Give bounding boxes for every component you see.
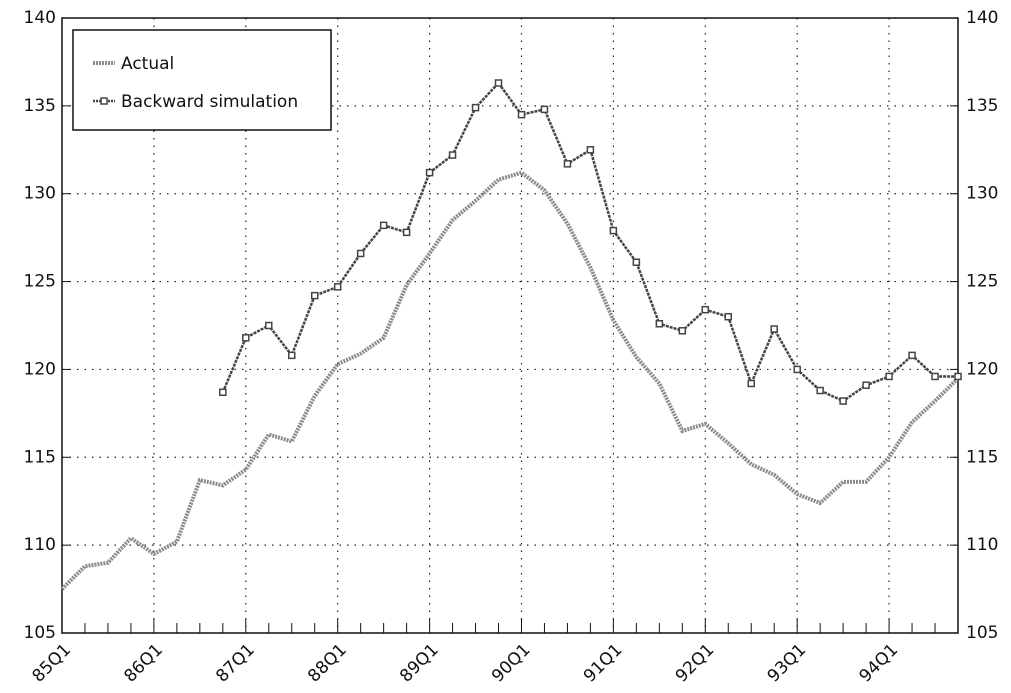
legend-label: Actual bbox=[121, 54, 174, 74]
point-marker bbox=[770, 325, 778, 333]
point-marker bbox=[494, 79, 503, 87]
legend-marker bbox=[100, 97, 108, 105]
x-tick-label: 87Q1 bbox=[212, 640, 259, 687]
point-marker bbox=[793, 365, 801, 374]
y2-tick-label: 110 bbox=[966, 535, 998, 555]
point-marker bbox=[586, 146, 595, 154]
x-tick-label: 90Q1 bbox=[488, 640, 535, 687]
point-marker bbox=[333, 283, 342, 291]
point-marker bbox=[862, 381, 870, 389]
point-marker bbox=[448, 151, 457, 159]
x-tick-label: 88Q1 bbox=[304, 640, 351, 687]
point-marker bbox=[954, 372, 962, 381]
series-line bbox=[221, 81, 958, 403]
x-tick-label: 85Q1 bbox=[29, 640, 76, 687]
point-marker bbox=[678, 327, 687, 335]
y-tick-label: 140 bbox=[24, 8, 56, 28]
point-marker bbox=[310, 291, 319, 300]
y-tick-label: 115 bbox=[24, 447, 56, 467]
y-tick-label: 105 bbox=[24, 623, 56, 643]
point-marker bbox=[540, 105, 549, 114]
point-marker bbox=[747, 379, 755, 388]
point-marker bbox=[379, 221, 388, 230]
x-tick-label: 92Q1 bbox=[672, 640, 719, 687]
y2-tick-label: 125 bbox=[966, 272, 998, 292]
point-marker bbox=[242, 334, 250, 342]
x-tick-label: 89Q1 bbox=[396, 640, 443, 687]
point-marker bbox=[425, 168, 434, 177]
point-marker bbox=[287, 351, 296, 360]
point-marker bbox=[471, 103, 480, 112]
x-tick-label: 91Q1 bbox=[580, 640, 627, 687]
point-marker bbox=[563, 160, 572, 168]
series-line bbox=[60, 170, 960, 591]
y2-tick-label: 135 bbox=[966, 96, 998, 116]
legend-box bbox=[72, 29, 332, 131]
y2-tick-label: 130 bbox=[966, 184, 998, 204]
point-marker bbox=[655, 319, 664, 328]
point-marker bbox=[632, 258, 641, 266]
point-marker bbox=[219, 388, 227, 397]
y-tick-label: 120 bbox=[24, 359, 56, 379]
point-marker bbox=[839, 397, 847, 405]
y2-tick-label: 120 bbox=[966, 359, 998, 379]
point-marker bbox=[885, 372, 893, 381]
point-marker bbox=[931, 372, 939, 381]
y-tick-label: 125 bbox=[24, 272, 56, 292]
x-tick-label: 94Q1 bbox=[856, 640, 903, 687]
y-tick-label: 110 bbox=[24, 535, 56, 555]
point-marker bbox=[701, 305, 710, 314]
point-marker bbox=[908, 351, 916, 360]
point-marker bbox=[816, 386, 824, 395]
y2-tick-label: 140 bbox=[966, 8, 998, 28]
y-tick-label: 130 bbox=[24, 184, 56, 204]
y2-tick-label: 115 bbox=[966, 447, 998, 467]
point-marker bbox=[356, 249, 365, 258]
point-marker bbox=[517, 110, 526, 119]
point-marker bbox=[402, 228, 411, 237]
point-marker bbox=[724, 312, 733, 321]
point-marker bbox=[265, 321, 273, 330]
y2-tick-label: 105 bbox=[966, 623, 998, 643]
point-marker bbox=[609, 226, 618, 235]
legend-label: Backward simulation bbox=[121, 92, 298, 112]
plot-frame bbox=[61, 17, 959, 634]
x-tick-label: 86Q1 bbox=[120, 640, 167, 687]
x-tick-label: 93Q1 bbox=[764, 640, 811, 687]
y-tick-label: 135 bbox=[24, 96, 56, 116]
